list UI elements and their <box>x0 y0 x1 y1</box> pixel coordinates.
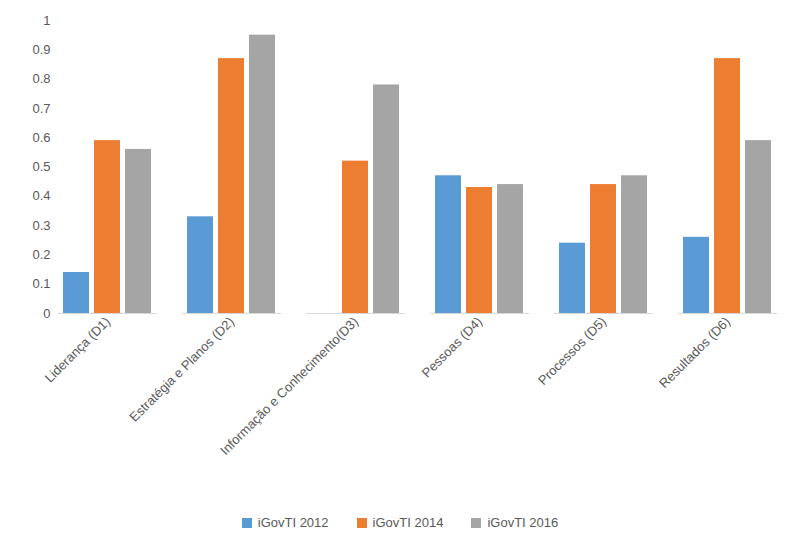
svg-text:0.4: 0.4 <box>32 188 50 203</box>
svg-text:0.6: 0.6 <box>32 130 50 145</box>
svg-text:Pessoas (D4): Pessoas (D4) <box>419 314 485 380</box>
svg-text:1: 1 <box>43 13 50 28</box>
svg-text:0.3: 0.3 <box>32 218 50 233</box>
svg-text:0.9: 0.9 <box>32 42 50 57</box>
svg-text:Estratégia e Planos (D2): Estratégia e Planos (D2) <box>126 314 237 425</box>
svg-text:0.8: 0.8 <box>32 71 50 86</box>
svg-text:Informação e Conhecimento(D3): Informação e Conhecimento(D3) <box>217 314 361 458</box>
svg-text:Resultados (D6): Resultados (D6) <box>656 314 733 391</box>
html-text:iGovTI 2012: iGovTI 2012 <box>257 515 329 530</box>
svg-text:0.2: 0.2 <box>32 247 50 262</box>
html-text:iGovTI 2014: iGovTI 2014 <box>372 515 444 530</box>
svg-text:0.7: 0.7 <box>32 101 50 116</box>
html-text:iGovTI 2016: iGovTI 2016 <box>487 515 559 530</box>
svg-text:Liderança (D1): Liderança (D1) <box>42 314 113 385</box>
svg-text:0: 0 <box>43 306 50 321</box>
svg-text:Processos (D5): Processos (D5) <box>535 314 609 388</box>
svg-text:0.5: 0.5 <box>32 159 50 174</box>
svg-text:0.1: 0.1 <box>32 276 50 291</box>
